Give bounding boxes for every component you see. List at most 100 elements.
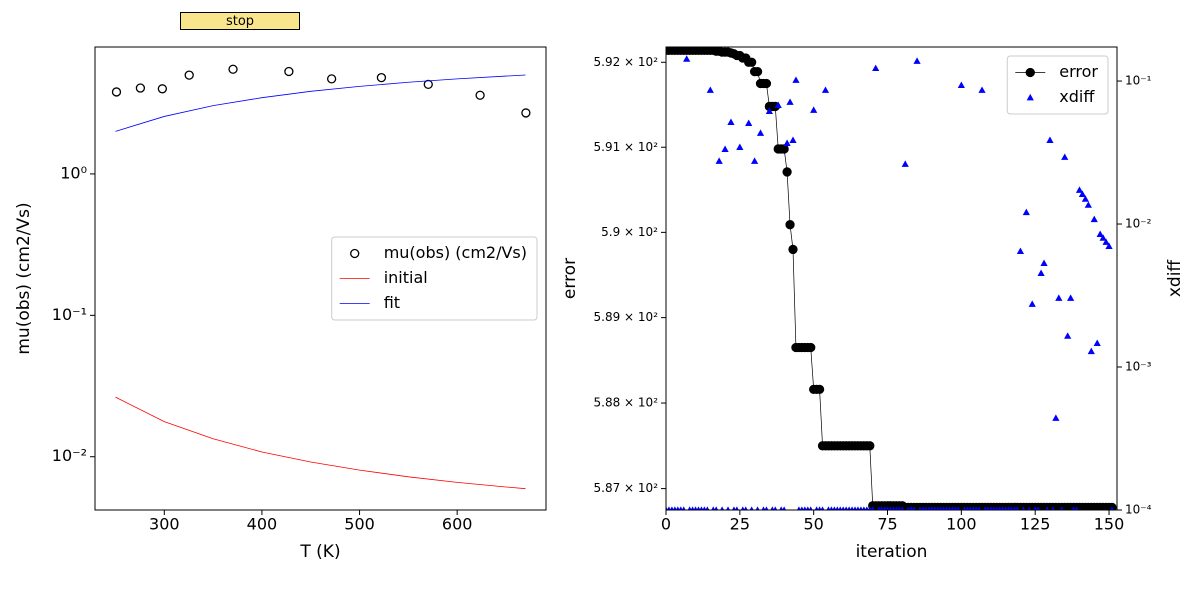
x-tick-label: 150 bbox=[1094, 515, 1125, 534]
data-point bbox=[978, 86, 986, 93]
x-tick-label: 0 bbox=[661, 515, 671, 534]
data-point bbox=[714, 506, 719, 510]
data-point bbox=[785, 220, 795, 230]
data-point bbox=[994, 506, 999, 510]
data-point bbox=[1036, 506, 1041, 510]
data-point bbox=[944, 506, 949, 510]
data-point bbox=[706, 86, 714, 93]
data-point bbox=[779, 506, 784, 510]
data-point bbox=[844, 506, 849, 510]
data-point bbox=[974, 506, 979, 510]
data-point bbox=[783, 139, 791, 146]
data-point bbox=[1027, 506, 1032, 510]
plot-data bbox=[666, 47, 1117, 510]
data-point bbox=[788, 244, 798, 255]
data-point bbox=[1003, 506, 1008, 510]
plot-data bbox=[111, 64, 531, 490]
data-point bbox=[926, 506, 931, 510]
data-point bbox=[672, 506, 677, 510]
data-point bbox=[1037, 269, 1045, 276]
y-tick-label: 10⁰ bbox=[60, 163, 87, 182]
data-point bbox=[1102, 238, 1110, 245]
data-point bbox=[726, 506, 731, 510]
data-point bbox=[1064, 332, 1072, 339]
data-point bbox=[423, 79, 433, 90]
series-line bbox=[115, 396, 526, 490]
data-point bbox=[743, 506, 748, 510]
data-point bbox=[855, 506, 860, 510]
data-point bbox=[882, 506, 887, 510]
data-point bbox=[770, 506, 775, 510]
y2-tick-label: 10⁻¹ bbox=[1125, 74, 1152, 88]
data-point bbox=[894, 506, 899, 510]
data-point bbox=[690, 506, 695, 510]
axes: 0 25 50 75 100 125 150 5.87 × 10² 5.88 × 10² 5.89… bbox=[560, 46, 1185, 562]
data-point bbox=[1052, 414, 1060, 421]
y-tick-label: 5.92 × 10² bbox=[594, 55, 659, 69]
data-point bbox=[968, 506, 973, 510]
data-point bbox=[861, 506, 866, 510]
data-point bbox=[721, 145, 729, 153]
data-point bbox=[774, 101, 782, 108]
data-point bbox=[865, 441, 875, 451]
data-point bbox=[991, 506, 996, 510]
data-point bbox=[1096, 230, 1104, 237]
data-point bbox=[1090, 215, 1098, 223]
y2-tick-label: 10⁻² bbox=[1125, 217, 1152, 231]
data-point bbox=[731, 506, 736, 510]
data-point bbox=[789, 136, 797, 144]
data-point bbox=[985, 506, 990, 510]
data-point bbox=[1093, 339, 1101, 346]
data-point bbox=[284, 66, 294, 77]
data-point bbox=[872, 64, 880, 72]
stop-button[interactable]: stop bbox=[180, 12, 300, 30]
data-point bbox=[111, 87, 122, 97]
data-point bbox=[897, 506, 902, 510]
y-tick-label: 5.88 × 10² bbox=[594, 396, 659, 410]
data-point bbox=[977, 506, 982, 510]
data-point bbox=[683, 55, 691, 62]
data-point bbox=[1040, 259, 1048, 266]
data-point bbox=[953, 506, 958, 510]
legend-label: fit bbox=[384, 293, 400, 312]
data-point bbox=[891, 506, 896, 510]
data-point bbox=[705, 506, 710, 510]
data-point bbox=[997, 506, 1002, 510]
data-point bbox=[1015, 506, 1020, 510]
data-point bbox=[786, 98, 794, 105]
data-point bbox=[1055, 294, 1063, 301]
data-point bbox=[1012, 506, 1017, 510]
data-point bbox=[711, 506, 716, 510]
data-point bbox=[747, 57, 757, 67]
data-point bbox=[814, 384, 825, 395]
data-point bbox=[666, 506, 671, 510]
data-point bbox=[764, 506, 769, 510]
data-point bbox=[755, 506, 760, 510]
legend-label: error bbox=[1059, 62, 1098, 81]
data-point bbox=[752, 66, 763, 77]
x-tick-label: 125 bbox=[1020, 515, 1051, 534]
data-point bbox=[376, 72, 387, 83]
data-point bbox=[832, 506, 837, 510]
data-point bbox=[749, 506, 754, 510]
data-point bbox=[699, 506, 704, 510]
data-point bbox=[838, 506, 843, 510]
data-point bbox=[913, 57, 921, 64]
data-point bbox=[906, 506, 911, 510]
data-point bbox=[847, 506, 852, 510]
data-point bbox=[982, 506, 987, 510]
data-point bbox=[923, 506, 928, 510]
data-point bbox=[802, 506, 807, 510]
data-point bbox=[1105, 242, 1113, 249]
data-point bbox=[935, 506, 940, 510]
data-point bbox=[900, 506, 905, 510]
axes-frame bbox=[665, 46, 1118, 511]
data-point bbox=[909, 506, 914, 510]
y-tick-label: 5.9 × 10² bbox=[601, 225, 658, 239]
y-tick-label: 10⁻¹ bbox=[52, 305, 87, 324]
legend-label: initial bbox=[384, 268, 428, 287]
data-point bbox=[792, 76, 800, 83]
data-point bbox=[1081, 195, 1089, 202]
y-tick-label: 10⁻² bbox=[52, 446, 87, 465]
data-point bbox=[821, 86, 830, 93]
